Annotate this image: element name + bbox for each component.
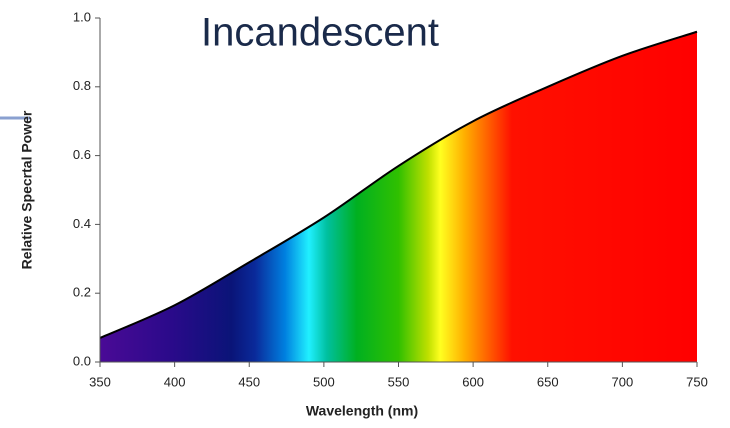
y-tick-label: 0.6 [73,147,91,162]
y-tick-label: 0.0 [73,353,91,368]
x-tick-label: 600 [462,374,484,389]
x-tick-label: 400 [164,374,186,389]
x-tick-label: 500 [313,374,335,389]
x-tick-label: 750 [686,374,708,389]
y-tick-label: 0.4 [73,216,91,231]
area-fill [100,31,697,362]
x-tick-label: 650 [537,374,559,389]
x-tick-label: 350 [89,374,111,389]
y-axis-title: Relative Specrtal Power [19,110,35,269]
y-tick-label: 0.8 [73,78,91,93]
x-tick-label: 450 [238,374,260,389]
y-tick-label: 0.2 [73,285,91,300]
x-tick-label: 550 [388,374,410,389]
x-axis-title: Wavelength (nm) [306,403,418,419]
area-line [99,30,698,339]
x-tick-label: 700 [612,374,634,389]
chart-title: Incandescent [201,11,439,55]
y-tick-label: 1.0 [73,9,91,24]
